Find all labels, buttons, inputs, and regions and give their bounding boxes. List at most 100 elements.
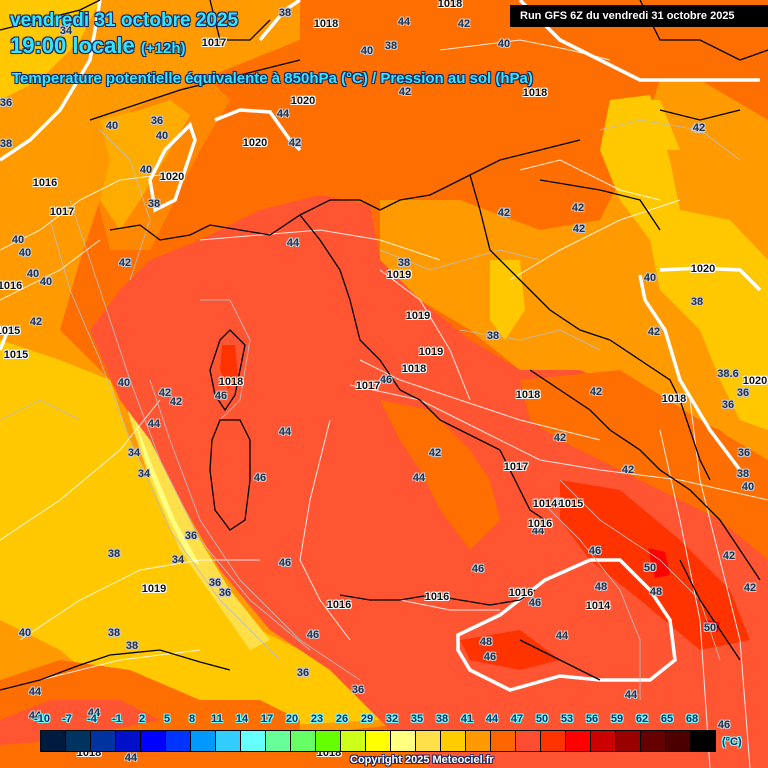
theta-e-label: 36 bbox=[736, 387, 750, 399]
colorbar-tick-label: 35 bbox=[410, 713, 424, 725]
colorbar-tick-label: -7 bbox=[62, 713, 72, 725]
theta-e-label: 42 bbox=[571, 202, 585, 214]
pressure-label: 1017 bbox=[49, 206, 75, 218]
pressure-label: 1015 bbox=[3, 349, 29, 361]
theta-e-label: 42 bbox=[691, 123, 705, 135]
theta-e-label: 42 bbox=[169, 396, 183, 408]
pressure-label: 1020 bbox=[742, 375, 768, 387]
theta-e-label: 40 bbox=[139, 164, 153, 176]
colorbar-cell bbox=[516, 731, 541, 751]
theta-e-label: 44 bbox=[28, 710, 42, 722]
theta-e-label: 38 bbox=[147, 198, 161, 210]
theta-e-label: 42 bbox=[589, 386, 603, 398]
colorbar-cell bbox=[541, 731, 566, 751]
theta-e-label: 38 bbox=[486, 330, 500, 342]
zone-41-s-italy bbox=[380, 400, 500, 550]
colorbar-tick-label: -1 bbox=[112, 713, 122, 725]
pressure-label: 1016 bbox=[508, 587, 534, 599]
pressure-label: 1018 bbox=[661, 393, 687, 405]
colorbar-cell bbox=[41, 731, 66, 751]
pressure-label: 1020 bbox=[242, 137, 268, 149]
theta-e-label: 38 bbox=[107, 627, 121, 639]
theta-e-label: 46 bbox=[253, 472, 267, 484]
theta-e-label: 36 bbox=[184, 530, 198, 542]
pressure-label: 1016 bbox=[424, 591, 450, 603]
colorbar-cell bbox=[591, 731, 616, 751]
theta-e-label: 38 bbox=[384, 40, 398, 52]
colorbar-cell bbox=[566, 731, 591, 751]
theta-e-label: 42 bbox=[158, 387, 172, 399]
forecast-time: 19:00 locale (+12h) bbox=[10, 33, 185, 59]
theta-e-label: 44 bbox=[278, 426, 292, 438]
colorbar-cell bbox=[466, 731, 491, 751]
copyright: Copyright 2025 Meteociel.fr bbox=[350, 754, 494, 766]
theta-e-label: 42 bbox=[553, 432, 567, 444]
pressure-label: 1014 bbox=[532, 498, 558, 510]
colorbar-cell bbox=[291, 731, 316, 751]
theta-e-label: 40 bbox=[26, 268, 40, 280]
theta-e-label: 38 bbox=[690, 296, 704, 308]
pressure-label: 1020 bbox=[690, 263, 716, 275]
theta-e-label: 42 bbox=[497, 207, 511, 219]
colorbar-ticks: -10 -7 -4 -1 2 5 8 11 14 17 20 23 26 29 32 35 38 41 44 47 50… bbox=[34, 713, 740, 729]
colorbar-cell bbox=[166, 731, 191, 751]
pressure-label: 1014 bbox=[585, 600, 611, 612]
colorbar-cell bbox=[241, 731, 266, 751]
theta-e-label: 50 bbox=[643, 562, 657, 574]
theta-e-label: 38.6 bbox=[717, 368, 739, 380]
pressure-label: 1018 bbox=[218, 376, 244, 388]
theta-e-label: 46 bbox=[717, 719, 731, 731]
theta-e-label: 42 bbox=[722, 550, 736, 562]
colorbar-tick-label: 62 bbox=[635, 713, 649, 725]
theta-e-label: 42 bbox=[692, 122, 706, 134]
theta-e-label: 44 bbox=[286, 237, 300, 249]
theta-e-label: 48 bbox=[649, 586, 663, 598]
pressure-label: 1018 bbox=[522, 87, 548, 99]
colorbar-tick-label: 50 bbox=[535, 713, 549, 725]
theta-e-label: 38 bbox=[736, 468, 750, 480]
theta-e-label: 38 bbox=[125, 640, 139, 652]
theta-e-label: 38 bbox=[107, 548, 121, 560]
theta-e-label: 46 bbox=[483, 651, 497, 663]
pressure-label: 1016 bbox=[326, 599, 352, 611]
theta-e-label: 34 bbox=[127, 447, 141, 459]
pressure-label: 1019 bbox=[405, 310, 431, 322]
colorbar-tick-label: 26 bbox=[335, 713, 349, 725]
theta-e-label: 42 bbox=[428, 447, 442, 459]
theta-e-label: 36 bbox=[218, 587, 232, 599]
run-info-box: Run GFS 6Z du vendredi 31 octobre 2025 bbox=[510, 5, 768, 27]
colorbar-cell bbox=[666, 731, 691, 751]
theta-e-label: 44 bbox=[276, 108, 290, 120]
theta-e-label: 46 bbox=[471, 563, 485, 575]
theta-e-label: 48 bbox=[551, 497, 565, 509]
colorbar-tick-label: 11 bbox=[211, 713, 223, 725]
colorbar-cell bbox=[691, 731, 715, 751]
theta-e-label: 40 bbox=[741, 481, 755, 493]
pressure-label: 1018 bbox=[401, 363, 427, 375]
theta-e-contours bbox=[0, 119, 741, 700]
pressure-label: 1015 bbox=[558, 498, 584, 510]
theta-e-label: 36 bbox=[737, 447, 751, 459]
pressure-label: 1018 bbox=[437, 0, 463, 10]
colorbar-tick-label: 44 bbox=[485, 713, 499, 725]
isobar-1020-lines bbox=[0, 0, 762, 472]
theta-e-label: 44 bbox=[147, 418, 161, 430]
pressure-label: 1019 bbox=[141, 583, 167, 595]
forecast-time-value: 19:00 locale bbox=[10, 33, 135, 58]
theta-e-label: 46 bbox=[588, 545, 602, 557]
zone-35-adriatic bbox=[490, 260, 525, 340]
zone-47-south bbox=[460, 630, 560, 670]
colorbar-cell bbox=[341, 731, 366, 751]
pressure-label: 1018 bbox=[313, 18, 339, 30]
theta-e-label: 36 bbox=[208, 577, 222, 589]
colorbar-legend bbox=[40, 730, 716, 752]
theta-e-label: 46 bbox=[306, 629, 320, 641]
colorbar-tick-label: 20 bbox=[285, 713, 299, 725]
pressure-label: 1020 bbox=[159, 171, 185, 183]
colorbar-tick-label: 29 bbox=[360, 713, 374, 725]
pressure-label: 1019 bbox=[386, 269, 412, 281]
colorbar-cell bbox=[416, 731, 441, 751]
colorbar-tick-label: 23 bbox=[310, 713, 324, 725]
colorbar-tick-label: 38 bbox=[435, 713, 449, 725]
colorbar-cell bbox=[116, 731, 141, 751]
